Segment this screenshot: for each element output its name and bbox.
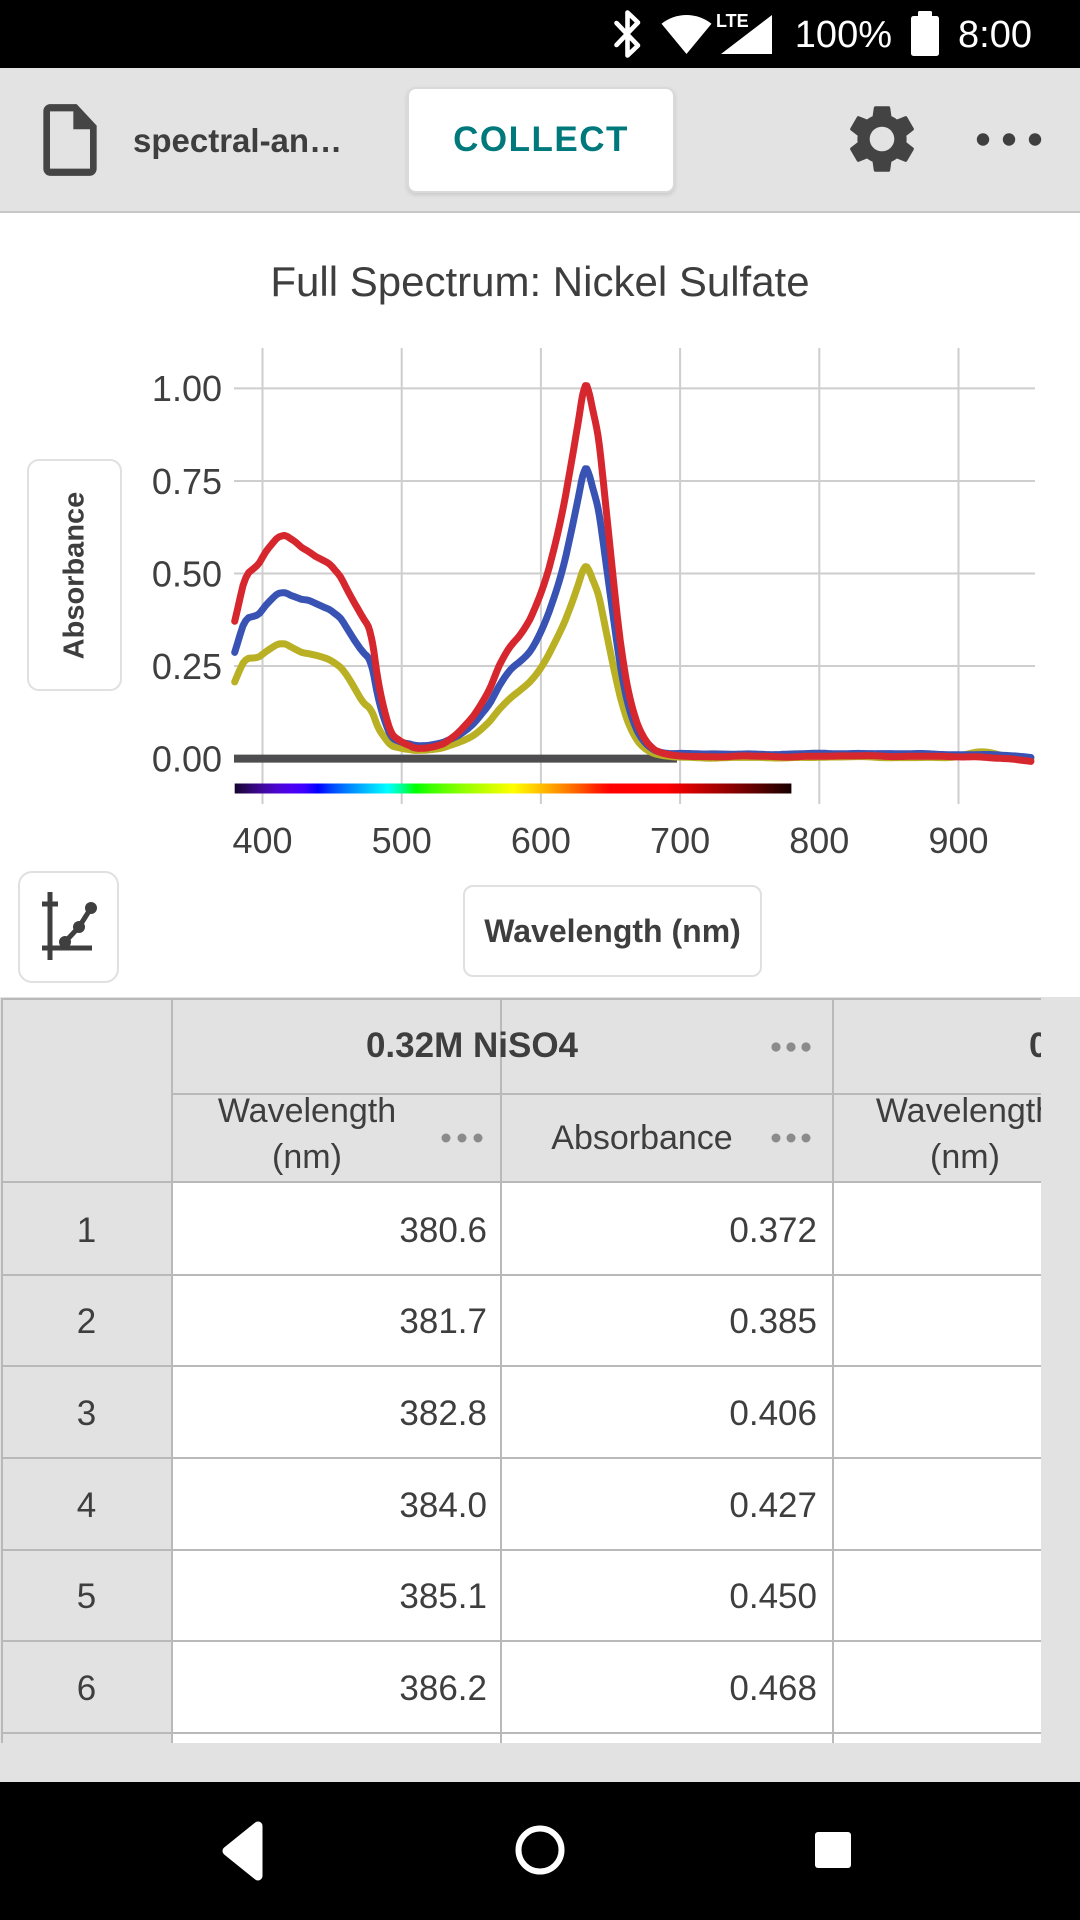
svg-text:0.25: 0.25	[152, 646, 222, 687]
svg-text:LTE: LTE	[716, 11, 749, 31]
svg-text:600: 600	[511, 820, 571, 861]
svg-text:0.75: 0.75	[152, 461, 222, 502]
svg-text:0.00: 0.00	[152, 738, 222, 779]
svg-text:1.00: 1.00	[152, 368, 222, 409]
svg-text:500: 500	[372, 820, 432, 861]
svg-text:700: 700	[650, 820, 710, 861]
svg-text:800: 800	[789, 820, 849, 861]
svg-text:100%: 100%	[795, 14, 892, 56]
svg-text:900: 900	[928, 820, 988, 861]
svg-text:0.50: 0.50	[152, 553, 222, 594]
svg-text:8:00: 8:00	[958, 14, 1032, 56]
svg-text:400: 400	[232, 820, 292, 861]
